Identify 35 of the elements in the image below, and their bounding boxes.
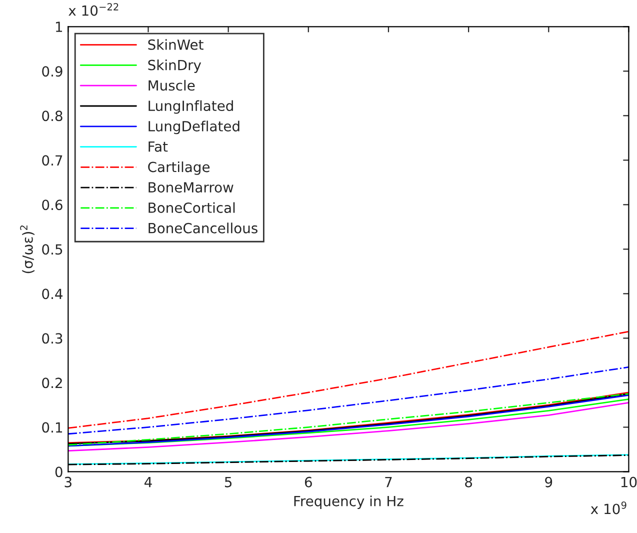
x-tick-label: 5: [224, 476, 232, 488]
text: x 10$^{−22}$: [68, 3, 118, 16]
line-series: [68, 366, 629, 435]
legend-label: Fat: [148, 142, 168, 152]
x-tick-label: 9: [545, 476, 552, 488]
line-series: [68, 330, 629, 429]
legend-label: SkinDry: [148, 60, 202, 73]
x-tick-label: 3: [64, 476, 72, 488]
y-tick-label: 0.1: [42, 422, 62, 433]
y-tick-label: 0.4: [42, 288, 63, 300]
x-tick-label: 10: [621, 476, 637, 488]
y-tick-label: 1: [56, 22, 62, 32]
legend-label: BoneMarrow: [148, 182, 234, 193]
y-tick-label: 0.3: [42, 333, 62, 344]
legend-label: LungInflated: [148, 100, 233, 114]
legend-label: LungDeflated: [148, 120, 240, 134]
x-tick-label: 6: [304, 476, 312, 488]
y-tick-label: 0.2: [42, 378, 62, 388]
x-tick-label: 8: [465, 476, 472, 488]
x-tick-label: 7: [385, 476, 392, 488]
legend-label: Muscle: [148, 80, 195, 91]
legend-label: Cartilage: [148, 161, 210, 175]
y-tick-label: 0.7: [42, 155, 62, 166]
legend-label: BoneCortical: [148, 202, 235, 213]
y-tick-label: 0.6: [42, 200, 62, 210]
y-axis-title: (σ/ωε)$^{2}$: [20, 226, 34, 274]
y-tick-label: 0.8: [42, 110, 62, 122]
y-tick-label: 0.9: [42, 66, 62, 77]
legend-label: SkinWet: [148, 39, 204, 50]
x-axis-title: Frequency in Hz: [294, 496, 404, 510]
legend-label: BoneCancellous: [148, 222, 258, 234]
text: x 10$^{9}$: [590, 501, 626, 514]
x-tick-label: 4: [144, 476, 152, 488]
y-tick-label: 0: [55, 466, 62, 478]
y-tick-label: 0.5: [42, 244, 62, 255]
